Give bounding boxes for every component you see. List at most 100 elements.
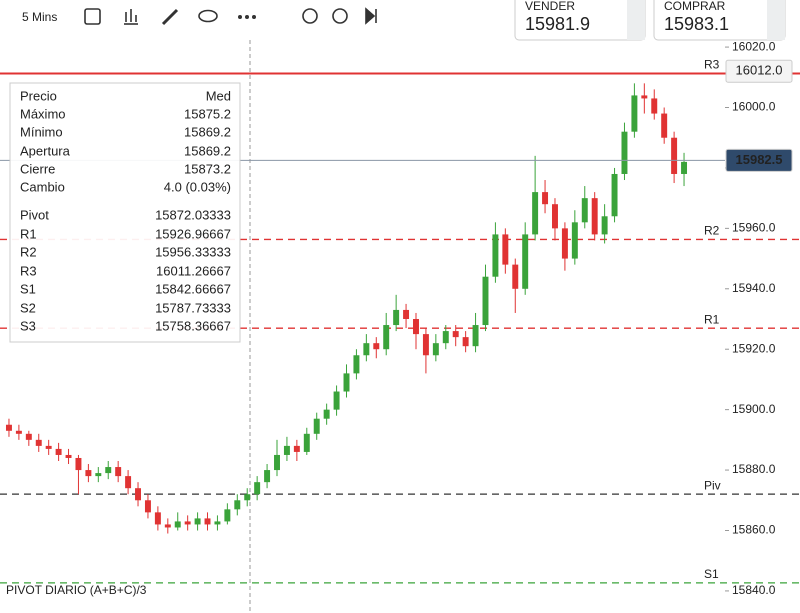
zoom-in-icon[interactable] <box>332 8 348 24</box>
candle-body <box>144 500 151 513</box>
level-label: R3 <box>704 58 720 72</box>
y-tick-label: 16000.0 <box>732 100 776 114</box>
candle-body <box>611 173 618 217</box>
y-tick-label: 15860.0 <box>732 523 776 537</box>
candle-body <box>204 518 211 525</box>
toolbar-icons <box>84 7 377 26</box>
forward-icon[interactable] <box>365 7 377 25</box>
info-panel: Precio Med Máximo 15875.2 Mínimo 15869.2 Apert… <box>9 82 241 343</box>
candle-body <box>671 137 678 174</box>
candle-body <box>472 325 479 347</box>
panel-label: Cierre <box>20 161 55 176</box>
panel-value: 15758.36667 <box>155 318 231 333</box>
candle-body <box>125 476 132 489</box>
candle-body <box>214 521 221 525</box>
candle-body <box>164 524 171 528</box>
candle-body <box>681 161 688 174</box>
panel-label: Mínimo <box>20 124 63 139</box>
candle-body <box>542 192 549 205</box>
candle-body <box>85 470 92 477</box>
y-tick-label: 15920.0 <box>732 341 776 355</box>
draw-icon[interactable] <box>161 8 179 26</box>
candle-body <box>512 264 519 289</box>
panel-value: 15787.73333 <box>155 300 231 315</box>
zoom-out-icon[interactable] <box>302 8 318 24</box>
sell-box[interactable]: VENDER 15981.9 <box>514 0 646 41</box>
interval-button[interactable]: 5 Mins <box>22 10 57 24</box>
candle-body <box>244 494 251 501</box>
candle-body <box>55 448 62 455</box>
candle-body <box>65 454 72 458</box>
candle-body <box>532 192 539 235</box>
candle-body <box>651 98 658 114</box>
buy-price: 15983.1 <box>664 14 729 34</box>
candle-body <box>174 521 181 528</box>
candle-body <box>35 439 42 446</box>
candle-body <box>75 457 82 471</box>
panel-label: S3 <box>20 318 36 333</box>
sell-label: VENDER <box>525 0 575 13</box>
candle-body <box>194 518 201 525</box>
candle-body <box>293 445 300 452</box>
panel-value: 15873.2 <box>184 161 231 176</box>
candle-body <box>552 204 558 229</box>
candle-body <box>661 113 668 138</box>
y-tick-label: 15940.0 <box>732 281 776 295</box>
candle-body <box>373 343 380 350</box>
panel-label: Cambio <box>20 179 65 194</box>
candle-body <box>283 445 290 455</box>
price-tag-label: 16012.0 <box>736 63 783 78</box>
candle-body <box>413 319 419 335</box>
candle-body <box>591 198 598 235</box>
panel-label: R3 <box>20 263 37 278</box>
candle-body <box>631 95 638 132</box>
candle-body <box>502 234 509 265</box>
candle-body <box>393 309 400 326</box>
candle-body <box>274 454 280 471</box>
y-tick-label: 15880.0 <box>732 462 776 476</box>
panel-label: Apertura <box>20 143 71 158</box>
candle-body <box>403 309 410 319</box>
level-label: R2 <box>704 224 720 238</box>
level-label: S1 <box>704 567 719 581</box>
candle-body <box>45 445 52 449</box>
candle-body <box>135 488 141 501</box>
candle-body <box>363 343 370 356</box>
buy-box[interactable]: COMPRAR 15983.1 <box>653 0 786 41</box>
panel-label: Precio <box>20 88 57 103</box>
candle-body <box>621 131 628 174</box>
candle-body <box>264 470 271 483</box>
indicator-label: PIVOT DIARIO (A+B+C)/3 <box>6 583 147 597</box>
candle-body <box>383 325 390 350</box>
panel-value: 16011.26667 <box>156 263 231 278</box>
bars-icon[interactable] <box>124 9 138 25</box>
candle-body <box>353 355 360 374</box>
y-tick-label: 15840.0 <box>732 583 776 597</box>
panel-value: 15869.2 <box>184 143 231 158</box>
candle-body <box>303 433 310 452</box>
panel-value: 4.0 (0.03%) <box>164 179 231 194</box>
more-icon[interactable] <box>238 15 256 19</box>
y-tick-label: 16020.0 <box>732 39 776 53</box>
candle-body <box>452 331 459 338</box>
candle-body <box>432 343 439 356</box>
buy-label: COMPRAR <box>664 0 726 13</box>
eye-icon[interactable] <box>198 9 218 23</box>
candle-body <box>184 521 191 525</box>
panel-value: 15869.2 <box>184 124 231 139</box>
candle-body <box>333 391 340 410</box>
panel-label: S2 <box>20 300 36 315</box>
panel-value: 15872.03333 <box>155 207 231 222</box>
candle-body <box>581 198 588 223</box>
panel-label: S1 <box>20 281 36 296</box>
candle-body <box>313 418 320 434</box>
candle-body <box>234 500 241 510</box>
grid-icon[interactable] <box>84 8 101 25</box>
candle-body <box>601 216 608 235</box>
panel-value: 15842.66667 <box>155 281 231 296</box>
candle-body <box>641 95 648 99</box>
candle-body <box>15 430 22 434</box>
candle-body <box>5 424 12 431</box>
candle-body <box>492 234 499 277</box>
panel-value: 15926.96667 <box>155 226 231 241</box>
